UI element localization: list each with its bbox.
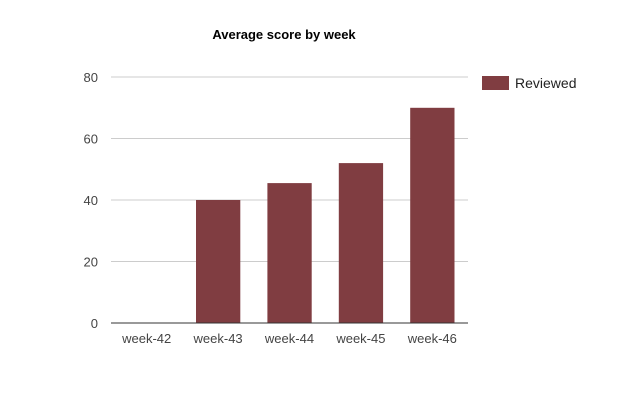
x-tick-label: week-45 <box>335 331 385 346</box>
bar-week-46 <box>410 107 455 324</box>
x-tick-label: week-44 <box>264 331 314 346</box>
bars <box>196 107 455 324</box>
y-tick-label: 80 <box>84 70 98 85</box>
y-axis-ticks: 0 20 40 60 80 <box>84 70 98 331</box>
chart-title: Average score by week <box>212 27 356 42</box>
bar-week-43 <box>196 200 241 323</box>
legend-label: Reviewed <box>515 75 576 91</box>
x-tick-label: week-42 <box>121 331 171 346</box>
y-tick-label: 60 <box>84 132 98 147</box>
y-tick-label: 0 <box>91 316 98 331</box>
x-tick-label: week-43 <box>193 331 243 346</box>
y-tick-label: 20 <box>84 255 98 270</box>
legend-swatch <box>482 76 509 90</box>
x-tick-label: week-46 <box>407 331 457 346</box>
x-axis-ticks: week-42 week-43 week-44 week-45 week-46 <box>121 331 457 346</box>
y-tick-label: 40 <box>84 193 98 208</box>
bar-week-44 <box>267 183 312 323</box>
legend: Reviewed <box>482 75 576 91</box>
bar-week-45 <box>338 163 384 323</box>
